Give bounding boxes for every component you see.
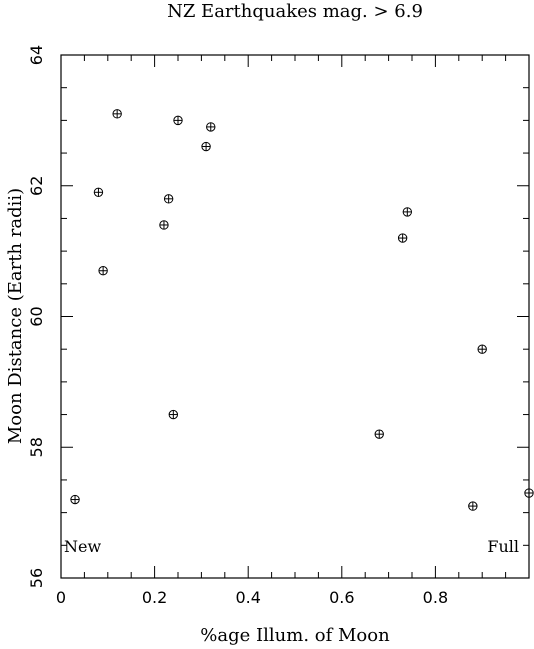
chart-title: NZ Earthquakes mag. > 6.9: [167, 1, 423, 22]
y-tick-label: 64: [27, 45, 46, 65]
y-tick-label: 58: [27, 437, 46, 457]
data-point: [524, 488, 534, 498]
data-point: [70, 494, 80, 505]
x-axis-ticks: 0 0.2 0.4 0.6 0.8: [56, 55, 530, 607]
data-points: [70, 109, 534, 511]
y-axis-label: Moon Distance (Earth radii): [5, 188, 26, 444]
data-point: [173, 115, 183, 126]
x-tick-label: 0: [56, 588, 66, 607]
annotation-full: Full: [487, 537, 519, 556]
y-tick-label: 60: [27, 306, 46, 326]
data-point: [374, 429, 384, 439]
data-point: [112, 109, 122, 119]
data-point: [397, 233, 408, 243]
x-tick-label: 0.4: [235, 588, 260, 607]
data-point: [93, 187, 104, 197]
data-point: [402, 207, 413, 217]
data-point: [201, 141, 211, 152]
data-point: [168, 409, 179, 420]
data-point: [477, 344, 487, 354]
x-tick-label: 0.6: [329, 588, 354, 607]
annotation-new: New: [64, 537, 101, 556]
data-point: [98, 266, 108, 276]
data-point: [163, 194, 174, 204]
data-point: [468, 501, 478, 511]
y-axis-ticks: 56 58 60 62 64: [27, 45, 529, 588]
x-tick-label: 0.2: [142, 588, 167, 607]
x-axis-label: %age Illum. of Moon: [200, 625, 390, 646]
plot-frame: [60, 54, 530, 579]
data-point: [206, 122, 216, 132]
x-tick-label: 0.8: [423, 588, 448, 607]
data-point: [159, 220, 169, 230]
y-tick-label: 62: [27, 176, 46, 196]
y-tick-label: 56: [27, 568, 46, 588]
